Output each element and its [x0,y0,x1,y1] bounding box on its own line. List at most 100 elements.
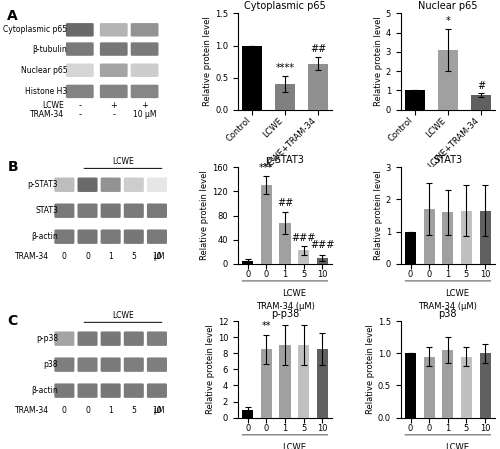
FancyBboxPatch shape [147,383,167,398]
Text: ###: ### [310,240,334,251]
Text: 0: 0 [62,252,67,261]
FancyBboxPatch shape [147,331,167,346]
FancyBboxPatch shape [66,63,94,77]
FancyBboxPatch shape [100,331,120,346]
Bar [261,185,272,264]
Text: TRAM-34: TRAM-34 [30,110,64,119]
Text: 0: 0 [85,406,90,415]
FancyBboxPatch shape [124,331,144,346]
Bar [442,212,454,264]
Text: ###: ### [292,233,316,242]
FancyBboxPatch shape [54,331,74,346]
Text: p-STAT3: p-STAT3 [28,180,58,189]
Bar [242,45,262,110]
Title: p38: p38 [438,309,457,319]
Title: Cytoplasmic p65: Cytoplasmic p65 [244,1,326,11]
Text: LCWE: LCWE [42,101,64,110]
Bar [480,211,490,264]
Y-axis label: Relative protein level: Relative protein level [200,171,209,260]
FancyBboxPatch shape [66,85,94,98]
Text: 10: 10 [152,252,162,261]
Bar [471,95,490,110]
Text: LCWE: LCWE [282,443,306,449]
Bar [275,84,295,110]
FancyBboxPatch shape [78,203,98,218]
Bar [280,345,290,418]
Text: Histone H3: Histone H3 [25,87,68,96]
FancyBboxPatch shape [100,63,128,77]
FancyBboxPatch shape [100,383,120,398]
FancyBboxPatch shape [54,357,74,372]
Text: 0: 0 [62,406,67,415]
FancyBboxPatch shape [66,23,94,36]
FancyBboxPatch shape [124,383,144,398]
FancyBboxPatch shape [54,229,74,244]
Text: 5: 5 [132,406,136,415]
FancyBboxPatch shape [78,383,98,398]
Bar [424,357,435,418]
Title: p-STAT3: p-STAT3 [266,155,304,165]
FancyBboxPatch shape [78,357,98,372]
Text: STAT3: STAT3 [36,206,58,215]
Text: **: ** [262,321,271,331]
FancyBboxPatch shape [66,42,94,56]
Title: p-p38: p-p38 [271,309,299,319]
Text: p-p38: p-p38 [36,334,58,343]
Text: 5: 5 [132,252,136,261]
FancyBboxPatch shape [130,42,158,56]
Text: 1: 1 [108,252,113,261]
FancyBboxPatch shape [54,177,74,192]
FancyBboxPatch shape [147,229,167,244]
FancyBboxPatch shape [130,23,158,36]
Bar [480,353,490,418]
Bar [242,260,254,264]
FancyBboxPatch shape [147,357,167,372]
Text: *: * [446,16,450,26]
Bar [298,251,309,264]
FancyBboxPatch shape [100,85,128,98]
FancyBboxPatch shape [100,203,120,218]
FancyBboxPatch shape [78,177,98,192]
Bar [438,50,458,110]
Text: TRAM-34 (μM): TRAM-34 (μM) [418,302,478,311]
FancyBboxPatch shape [130,85,158,98]
Bar [316,349,328,418]
Text: ##: ## [310,44,326,54]
FancyBboxPatch shape [54,383,74,398]
Y-axis label: Relative protein level: Relative protein level [374,171,383,260]
FancyBboxPatch shape [147,177,167,192]
Bar [405,90,425,110]
Bar [308,63,328,110]
Text: 0: 0 [85,252,90,261]
Text: ***: *** [259,163,274,173]
Y-axis label: Relative protein level: Relative protein level [203,17,212,106]
Text: TRAM-34: TRAM-34 [15,252,49,261]
Text: C: C [8,314,18,328]
Text: 1: 1 [108,406,113,415]
FancyBboxPatch shape [100,229,120,244]
Bar [280,223,290,264]
FancyBboxPatch shape [124,177,144,192]
FancyBboxPatch shape [78,331,98,346]
FancyBboxPatch shape [54,203,74,218]
Text: ****: **** [276,63,294,73]
Bar [461,357,472,418]
Y-axis label: Relative protein level: Relative protein level [374,17,383,106]
Y-axis label: Relative protein level: Relative protein level [366,325,375,414]
Text: Cytoplasmic p65: Cytoplasmic p65 [4,25,68,34]
Text: β-tubulin: β-tubulin [32,44,68,53]
Text: -: - [112,110,115,119]
Text: LCWE: LCWE [445,443,469,449]
Bar [298,345,309,418]
Text: LCWE: LCWE [112,312,134,321]
Text: μM: μM [153,406,164,415]
Text: β-actin: β-actin [32,386,58,395]
Bar [316,258,328,264]
FancyBboxPatch shape [78,229,98,244]
Text: ##: ## [277,198,293,208]
Title: Nuclear p65: Nuclear p65 [418,1,478,11]
Text: TRAM-34 (μM): TRAM-34 (μM) [256,302,314,311]
Text: #: # [477,81,485,92]
Text: -: - [78,110,82,119]
Text: A: A [8,9,18,22]
